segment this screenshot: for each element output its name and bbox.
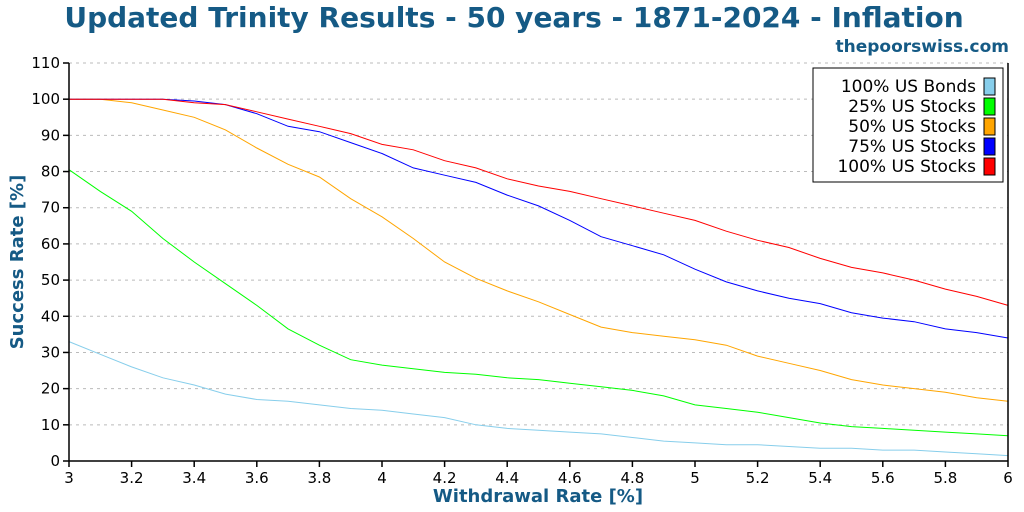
axes: 0 10 20 30 40 50 60 70 80 90 100 110 3 3.2 3.4 3.6 3.8 4 4… bbox=[31, 54, 1012, 487]
x-tick-label: 3 bbox=[64, 469, 74, 487]
y-tick-label: 30 bbox=[41, 343, 60, 361]
legend-label: 75% US Stocks bbox=[848, 137, 976, 157]
y-axis-label: Success Rate [%] bbox=[7, 175, 28, 350]
x-axis-label: Withdrawal Rate [%] bbox=[433, 486, 643, 507]
x-tick-label: 5.2 bbox=[746, 469, 770, 487]
x-tick-label: 4.8 bbox=[620, 469, 644, 487]
y-tick-label: 100 bbox=[31, 90, 60, 108]
series-line-100-us-stocks bbox=[69, 98, 1009, 306]
x-tick-label: 3.8 bbox=[307, 469, 331, 487]
y-tick-label: 80 bbox=[41, 163, 60, 181]
series-line-100-us-bonds bbox=[68, 341, 1009, 457]
y-tick-label: 10 bbox=[41, 416, 60, 434]
legend-swatch bbox=[983, 117, 996, 136]
legend-swatch bbox=[983, 77, 996, 96]
y-tick-label: 70 bbox=[41, 199, 60, 217]
x-tick-label: 4.4 bbox=[495, 469, 519, 487]
chart-title: Updated Trinity Results - 50 years - 187… bbox=[64, 1, 963, 34]
legend-label: 25% US Stocks bbox=[848, 97, 976, 117]
grid bbox=[69, 62, 1008, 426]
legend-swatch bbox=[983, 157, 996, 176]
x-tick-label: 3.6 bbox=[245, 469, 269, 487]
legend-label: 50% US Stocks bbox=[848, 117, 976, 137]
legend-box bbox=[812, 67, 1004, 183]
legend-label: 100% US Stocks bbox=[837, 157, 976, 177]
x-tick-label: 5.6 bbox=[871, 469, 895, 487]
series-line-25-us-stocks bbox=[68, 169, 1009, 437]
y-tick-label: 0 bbox=[50, 452, 60, 470]
x-tick-label: 3.4 bbox=[182, 469, 206, 487]
x-tick-label: 4 bbox=[377, 469, 387, 487]
y-tick-label: 60 bbox=[41, 235, 60, 253]
y-tick-label: 50 bbox=[41, 271, 60, 289]
y-tick-label: 40 bbox=[41, 307, 60, 325]
x-tick-label: 4.6 bbox=[558, 469, 582, 487]
x-tick-label: 5.8 bbox=[933, 469, 957, 487]
chart-subtitle: thepoorswiss.com bbox=[836, 37, 1010, 57]
y-tick-label: 20 bbox=[41, 380, 60, 398]
y-tick-label: 110 bbox=[31, 54, 60, 72]
x-tick-label: 3.2 bbox=[120, 469, 144, 487]
x-tick-label: 5.4 bbox=[808, 469, 832, 487]
legend-swatch bbox=[983, 97, 996, 116]
x-tick-label: 5 bbox=[690, 469, 700, 487]
series-lines bbox=[68, 98, 1009, 457]
y-tick-label: 90 bbox=[41, 126, 60, 144]
legend-swatch bbox=[983, 137, 996, 156]
x-tick-label: 4.2 bbox=[433, 469, 457, 487]
legend-label: 100% US Bonds bbox=[841, 77, 976, 97]
x-tick-label: 6 bbox=[1003, 469, 1013, 487]
series-line-50-us-stocks bbox=[69, 98, 1009, 402]
